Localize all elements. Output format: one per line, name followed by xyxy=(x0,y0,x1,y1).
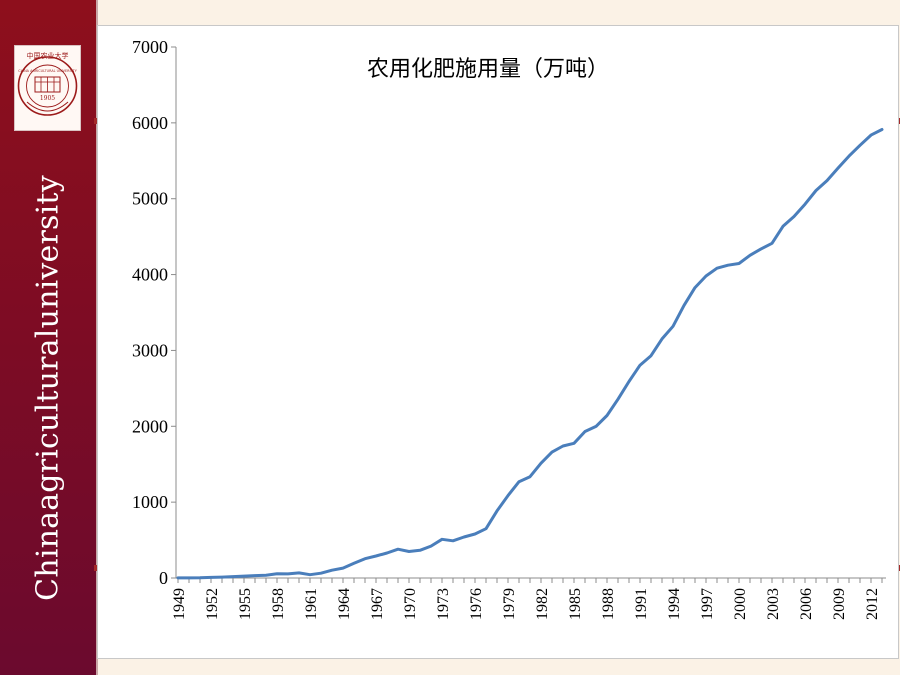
sidebar-band: 中国农业大学 CHINA AGRICULTURAL UNIVERSITY 190… xyxy=(0,0,96,675)
logo-name-cn: 中国农业大学 xyxy=(27,51,69,60)
chart-title: 农用化肥施用量（万吨） xyxy=(367,57,609,82)
series-group xyxy=(176,128,884,580)
fertilizer-line-chart: 农用化肥施用量（万吨） 0 1000 2000 3000 4000 5000 6000 700… xyxy=(132,37,886,620)
x-tick-label: 2000 xyxy=(732,588,749,620)
x-tick-label: 1994 xyxy=(666,588,683,620)
y-tick-label: 7000 xyxy=(132,37,168,57)
x-tick-label: 1973 xyxy=(435,588,452,620)
x-tick-label: 1970 xyxy=(402,588,419,620)
y-tick-label: 6000 xyxy=(132,113,168,133)
x-tick-label: 1988 xyxy=(600,588,617,620)
x-tick-label: 2012 xyxy=(864,588,881,620)
x-tick-label: 2003 xyxy=(765,588,782,620)
chart-area: 农用化肥施用量（万吨） 0 1000 2000 3000 4000 5000 6000 700… xyxy=(97,25,899,659)
x-tick-label: 2006 xyxy=(798,588,815,620)
x-tick-label: 1997 xyxy=(699,588,716,620)
y-axis: 0 1000 2000 3000 4000 5000 6000 7000 xyxy=(132,37,177,588)
series-line xyxy=(176,128,884,580)
y-tick-label: 5000 xyxy=(132,189,168,209)
university-seal-icon: 中国农业大学 CHINA AGRICULTURAL UNIVERSITY 190… xyxy=(17,51,78,116)
x-tick-label: 1982 xyxy=(534,588,551,620)
x-tick-label: 1958 xyxy=(270,588,287,620)
x-tick-label: 1985 xyxy=(567,588,584,620)
y-tick-label: 3000 xyxy=(132,340,168,360)
x-tick-label: 1961 xyxy=(303,588,320,620)
x-tick-label: 1991 xyxy=(633,588,650,620)
sidebar-university-text: Chinaagriculturaluniversity xyxy=(30,175,66,601)
logo-year: 1905 xyxy=(40,95,55,102)
x-tick-label: 1952 xyxy=(204,588,221,620)
x-axis: 1949 1952 1955 1958 1961 1964 1967 1970 1973 1976… xyxy=(171,577,886,620)
x-tick-label: 2009 xyxy=(831,588,848,620)
x-tick-label: 1955 xyxy=(237,588,254,620)
x-tick-label: 1964 xyxy=(336,588,353,620)
y-tick-label: 1000 xyxy=(132,492,168,512)
logo-name-en: CHINA AGRICULTURAL UNIVERSITY xyxy=(18,69,77,73)
x-tick-label: 1979 xyxy=(501,588,518,620)
x-tick-label: 1949 xyxy=(171,588,188,620)
university-logo: 中国农业大学 CHINA AGRICULTURAL UNIVERSITY 190… xyxy=(14,45,81,131)
x-tick-label: 1976 xyxy=(468,588,485,620)
y-tick-label: 0 xyxy=(159,568,168,588)
x-tick-label: 1967 xyxy=(369,588,386,620)
y-tick-label: 2000 xyxy=(132,416,168,436)
y-tick-label: 4000 xyxy=(132,265,168,285)
